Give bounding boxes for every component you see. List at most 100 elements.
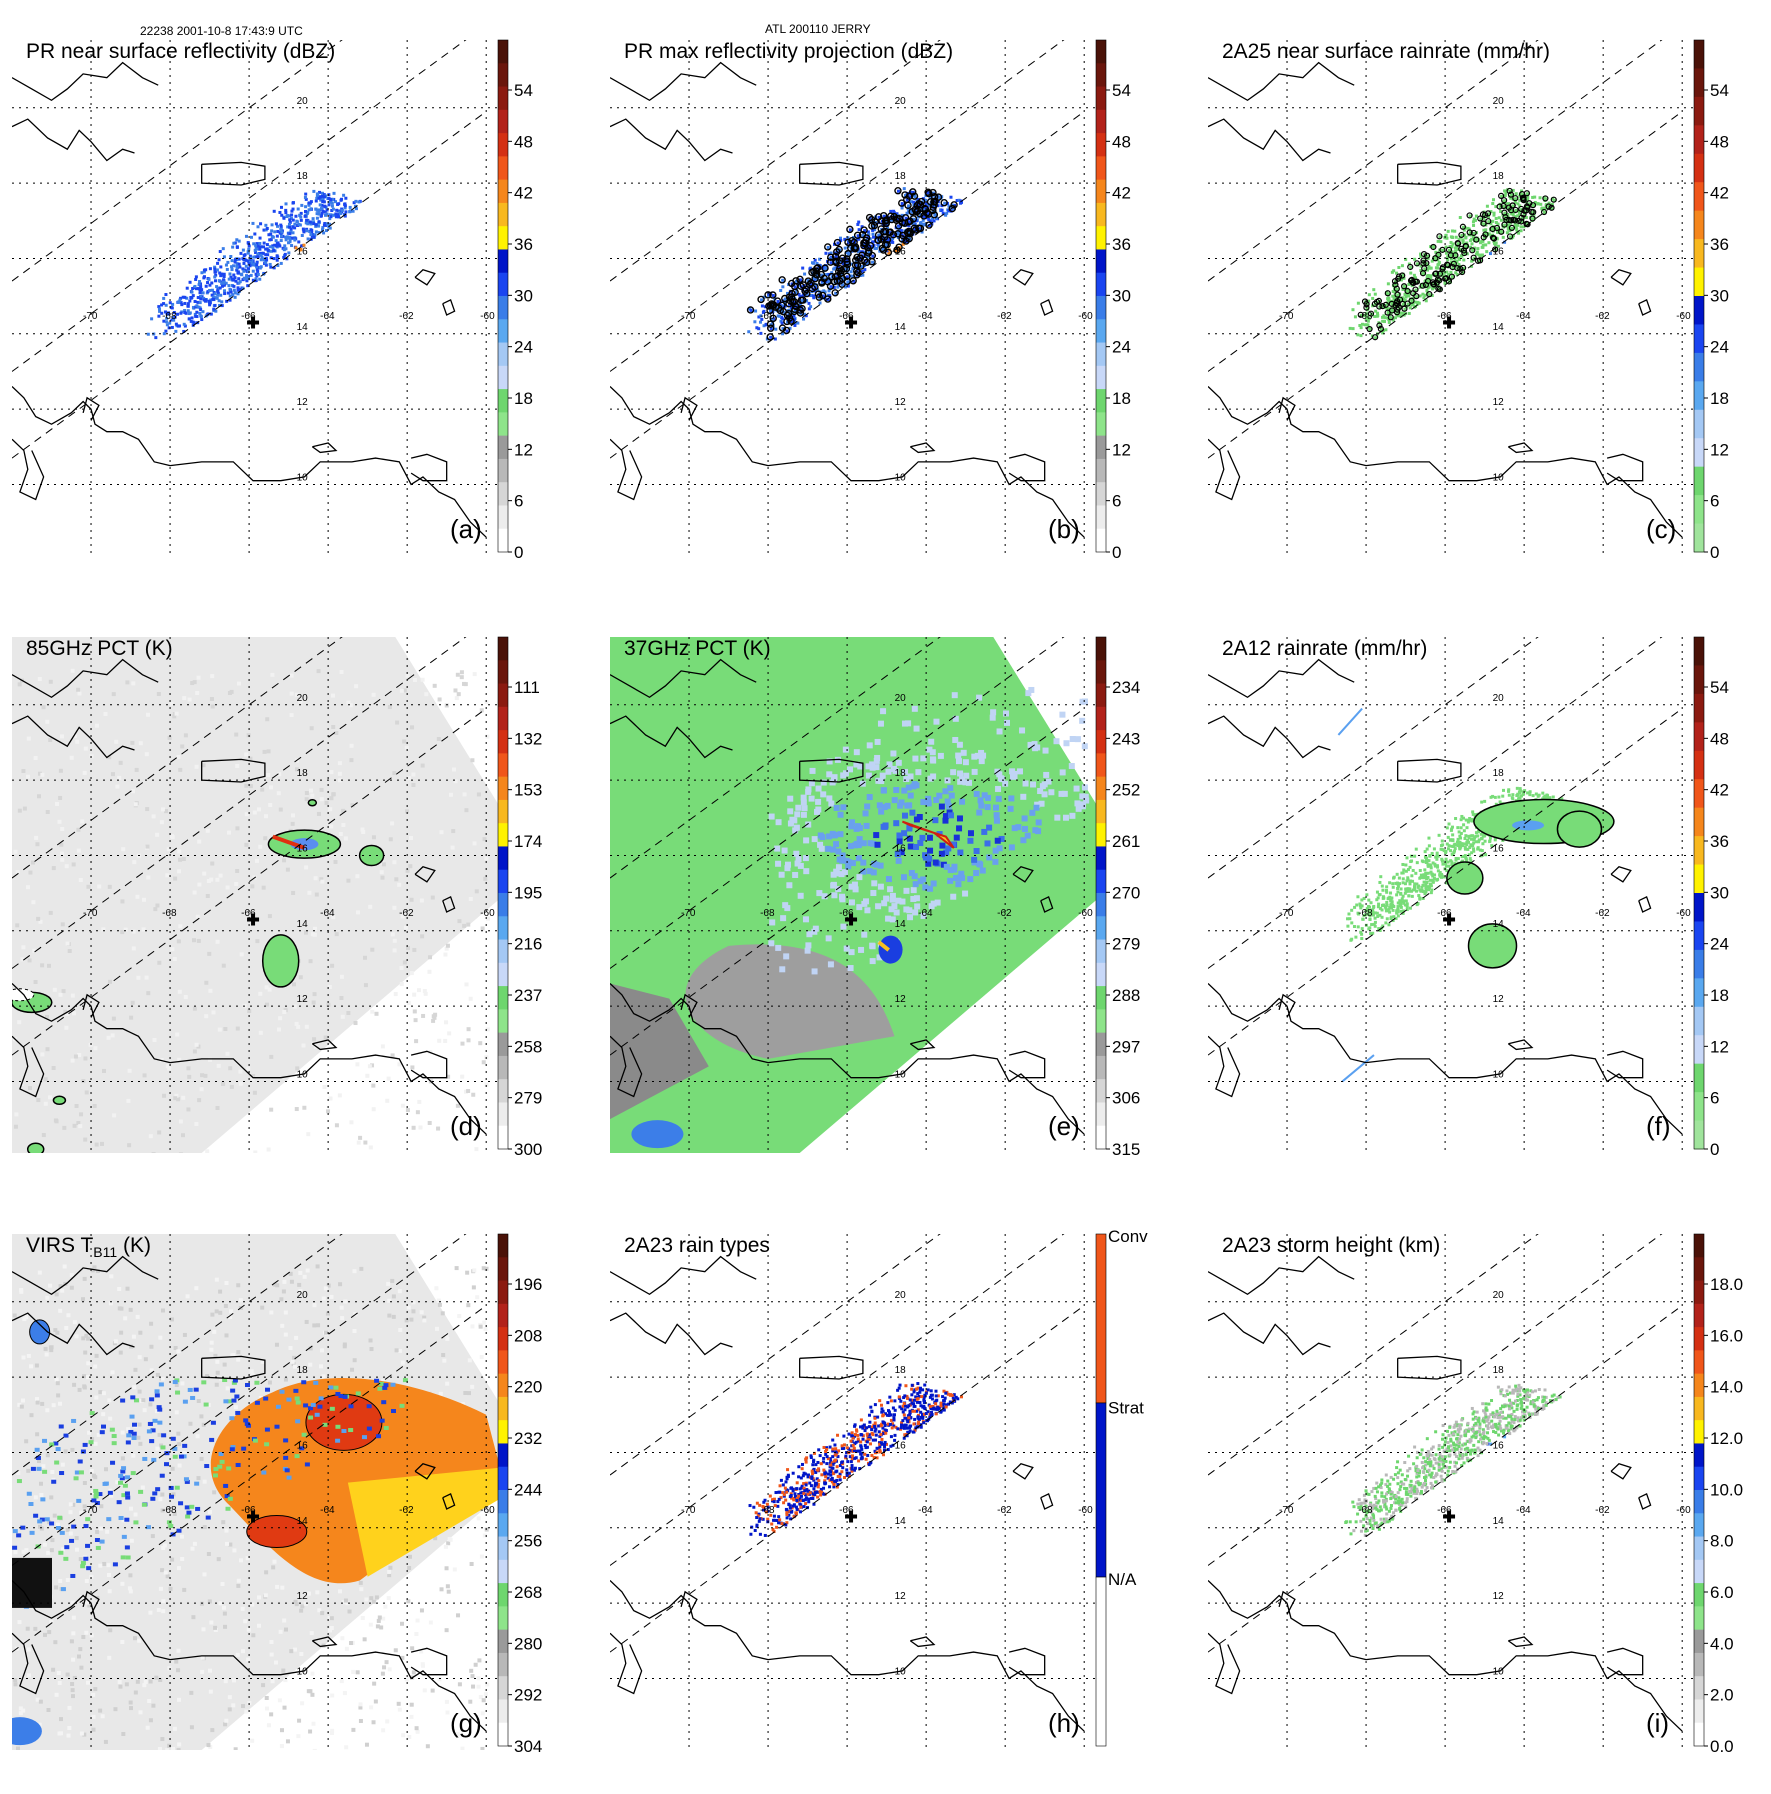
colorbar-segment — [1096, 40, 1106, 64]
colorbar-segment — [498, 1126, 508, 1150]
coastline — [1208, 439, 1240, 499]
colorbar-segment — [1694, 1350, 1704, 1374]
map-content-d — [6, 532, 502, 1161]
colorbar-segment — [1694, 467, 1704, 496]
coastline — [1208, 660, 1354, 698]
colorbar-segment — [1694, 1490, 1704, 1514]
colorbar-segment — [1096, 916, 1106, 940]
y-tick-label: 18 — [297, 1365, 309, 1376]
x-tick-label: -64 — [320, 1505, 335, 1516]
colorbar-tick: 54 — [1710, 81, 1729, 100]
colorbar-segment — [1694, 808, 1704, 837]
colorbar-segment — [498, 1676, 508, 1700]
colorbar-segment — [1096, 529, 1106, 553]
coastline — [1009, 1051, 1045, 1077]
y-tick-label: 20 — [1493, 1290, 1505, 1301]
colorbar-tick: 30 — [514, 286, 533, 305]
colorbar-tick: 0.0 — [1710, 1737, 1734, 1756]
colorbar-tick: 153 — [514, 781, 542, 800]
panel-title-h: 2A23 rain types — [624, 1234, 770, 1258]
swath-d — [12, 637, 502, 1153]
y-tick-label: 12 — [297, 994, 309, 1005]
colorbar-segment — [498, 412, 508, 436]
colorbar-tick: 14.0 — [1710, 1378, 1743, 1397]
x-tick-label: -66 — [1437, 311, 1452, 322]
colorbar-tick: 24 — [1112, 338, 1131, 357]
colorbar-tick: 6 — [1710, 492, 1719, 511]
colorbar-segment — [498, 916, 508, 940]
x-tick-label: -62 — [997, 311, 1012, 322]
colorbar-segment — [498, 1606, 508, 1630]
colorbar-tick: 6.0 — [1710, 1583, 1734, 1602]
colorbar-segment — [1096, 1403, 1106, 1577]
map-content-b — [610, 0, 1100, 556]
colorbar-segment — [1096, 707, 1106, 731]
coastline — [800, 162, 863, 185]
x-tick-label: -70 — [681, 311, 696, 322]
x-tick-label: -62 — [399, 908, 414, 919]
y-tick-label: 12 — [1493, 1591, 1505, 1602]
colorbar-segment — [498, 40, 508, 64]
x-tick-label: -60 — [1078, 1505, 1093, 1516]
colorbar-segment — [1096, 730, 1106, 754]
colorbar-segment — [498, 249, 508, 273]
colorbar-segment — [498, 133, 508, 157]
coastline — [202, 162, 265, 185]
x-tick-label: -64 — [1516, 908, 1531, 919]
colorbar-segment — [1694, 665, 1704, 694]
x-tick-label: -64 — [1516, 311, 1531, 322]
colorbar-segment — [1694, 836, 1704, 865]
y-tick-label: 18 — [895, 1365, 907, 1376]
colorbar-segment — [1694, 1064, 1704, 1093]
colorbar-segment — [498, 319, 508, 343]
colorbar-segment — [498, 505, 508, 529]
colorbar-segment — [1096, 1033, 1106, 1057]
colorbar-tick: 258 — [514, 1037, 542, 1056]
colorbar-segment — [1096, 273, 1106, 297]
colorbar-tick: 280 — [514, 1634, 542, 1653]
colorbar-segment — [498, 846, 508, 870]
coastline — [910, 1637, 934, 1646]
colorbar-tick: 270 — [1112, 883, 1140, 902]
y-tick-label: 16 — [297, 1440, 309, 1451]
colorbar-segment — [498, 529, 508, 553]
y-tick-label: 12 — [297, 1591, 309, 1602]
cold-top-1 — [306, 1394, 382, 1450]
x-tick-label: -62 — [399, 1505, 414, 1516]
colorbar-tick: 12 — [1710, 440, 1729, 459]
panel-label-g: (g) — [450, 1708, 482, 1739]
coastline — [1208, 1633, 1240, 1693]
colorbar-tick: 42 — [1710, 184, 1729, 203]
y-tick-label: 10 — [1493, 472, 1505, 483]
colorbar-segment — [498, 1327, 508, 1351]
x-tick-label: -66 — [1437, 908, 1452, 919]
coastline — [1208, 716, 1331, 757]
x-tick-label: -60 — [480, 311, 495, 322]
y-tick-label: 16 — [1493, 843, 1505, 854]
x-tick-label: -68 — [162, 908, 177, 919]
y-tick-label: 12 — [895, 1591, 907, 1602]
coastline — [1208, 1036, 1240, 1096]
coastline — [443, 300, 455, 315]
coastline — [1611, 270, 1631, 285]
colorbar-segment — [1694, 637, 1704, 666]
x-tick-label: -66 — [839, 311, 854, 322]
x-tick-label: -60 — [1676, 908, 1691, 919]
colorbar-segment — [1694, 1035, 1704, 1064]
y-tick-label: 18 — [895, 768, 907, 779]
x-tick-label: -68 — [760, 908, 775, 919]
colorbar-tick: 18 — [1112, 389, 1131, 408]
coastline — [1013, 270, 1033, 285]
colorbar-segment — [498, 436, 508, 460]
x-tick-label: -70 — [83, 908, 98, 919]
colorbar-segment — [498, 870, 508, 894]
colorbar-segment — [498, 1009, 508, 1033]
